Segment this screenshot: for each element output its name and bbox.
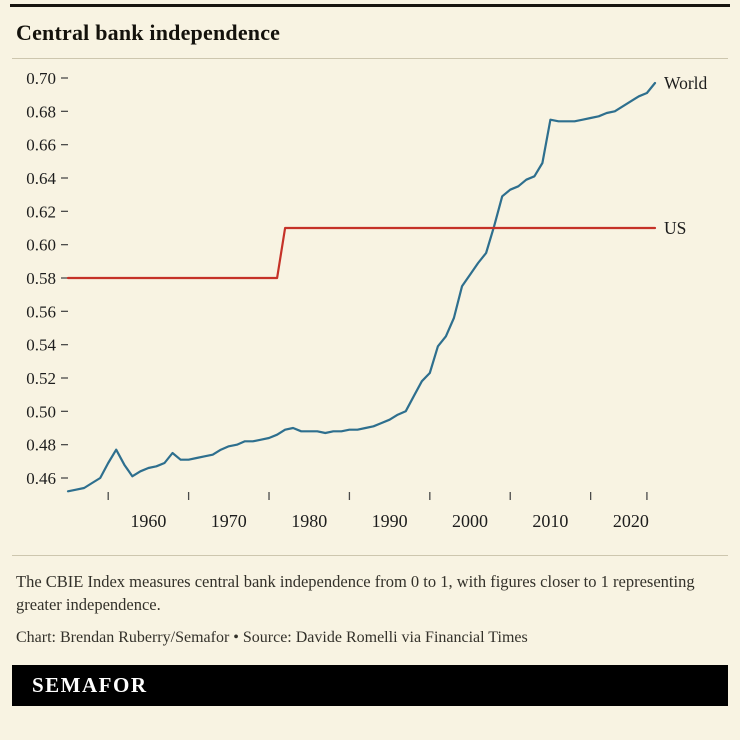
svg-text:0.64: 0.64 [26, 169, 56, 188]
svg-text:0.70: 0.70 [26, 69, 56, 88]
svg-text:0.58: 0.58 [26, 269, 56, 288]
svg-text:1990: 1990 [372, 511, 408, 531]
semafor-logo: SEMAFOR [32, 672, 148, 697]
title-separator [12, 58, 728, 59]
svg-text:2020: 2020 [613, 511, 649, 531]
chart-title: Central bank independence [16, 20, 281, 45]
cbie-line-chart: 0.46 0.48 0.50 0.52 0.54 0.56 0.58 0.60 0.62 0.64… [12, 61, 728, 539]
chart-credit: Chart: Brendan Ruberry/Semafor • Source:… [16, 628, 528, 646]
chart-note: The CBIE Index measures central bank ind… [16, 572, 695, 615]
svg-text:0.46: 0.46 [26, 469, 56, 488]
svg-text:US: US [664, 218, 686, 238]
svg-text:0.68: 0.68 [26, 102, 56, 121]
svg-text:2000: 2000 [452, 511, 488, 531]
svg-text:0.50: 0.50 [26, 402, 56, 421]
svg-text:0.48: 0.48 [26, 436, 56, 455]
svg-text:0.60: 0.60 [26, 236, 56, 255]
svg-text:1970: 1970 [211, 511, 247, 531]
svg-text:0.62: 0.62 [26, 202, 56, 221]
svg-text:0.66: 0.66 [26, 136, 56, 155]
top-rule [10, 4, 730, 7]
footer-separator [12, 555, 728, 556]
chart-canvas: 0.46 0.48 0.50 0.52 0.54 0.56 0.58 0.60 0.62 0.64… [26, 69, 708, 531]
svg-text:0.54: 0.54 [26, 336, 56, 355]
svg-text:1980: 1980 [291, 511, 327, 531]
svg-text:2010: 2010 [532, 511, 568, 531]
svg-text:0.56: 0.56 [26, 302, 56, 321]
svg-text:1960: 1960 [130, 511, 166, 531]
semafor-banner: SEMAFOR [12, 664, 728, 706]
svg-text:World: World [664, 73, 708, 93]
svg-text:0.52: 0.52 [26, 369, 56, 388]
